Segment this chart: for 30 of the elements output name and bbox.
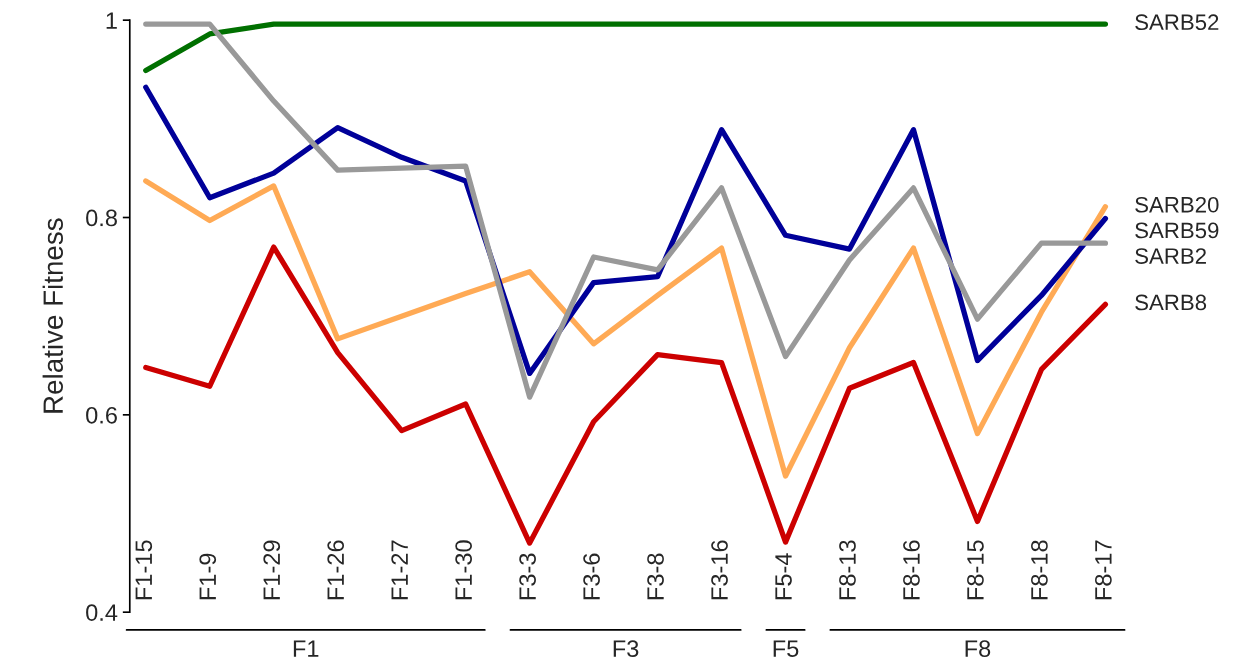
x-tick-label: F8-18 bbox=[1031, 540, 1048, 600]
series-label: SARB59 bbox=[1135, 222, 1219, 239]
y-tick-label: 1 bbox=[106, 12, 117, 29]
x-tick-label: F8-16 bbox=[903, 540, 920, 600]
x-tick-label: F1-30 bbox=[455, 540, 472, 600]
y-tick-label: 0.6 bbox=[86, 406, 117, 424]
x-tick-label: F5-4 bbox=[775, 553, 792, 600]
x-tick-label: F1-27 bbox=[391, 540, 408, 600]
text: F8 bbox=[965, 640, 991, 658]
x-tick-label: F8-13 bbox=[839, 540, 856, 600]
series-label: SARB8 bbox=[1135, 294, 1207, 311]
x-tick-label: F1-26 bbox=[327, 540, 345, 600]
x-tick-label: F3-8 bbox=[647, 553, 664, 600]
text: F5 bbox=[773, 640, 799, 658]
x-tick-label: F8-15 bbox=[967, 540, 984, 600]
x-tick-label: F1-15 bbox=[135, 540, 153, 600]
series-label: SARB2 bbox=[1135, 248, 1206, 264]
y-tick-label: 0.4 bbox=[86, 604, 118, 621]
x-tick-label: F1-29 bbox=[263, 540, 281, 600]
x-tick-label: F3-6 bbox=[583, 553, 600, 600]
x-tick-label: F1-9 bbox=[199, 553, 217, 600]
text: F1 bbox=[293, 640, 319, 657]
series-label: SARB20 bbox=[1135, 196, 1219, 213]
y-tick-label: 0.8 bbox=[86, 209, 117, 227]
x-tick-label: F8-17 bbox=[1095, 540, 1112, 600]
series-label: SARB52 bbox=[1135, 14, 1219, 31]
text: F3 bbox=[613, 640, 639, 658]
y-axis-title: Relative Fitness bbox=[42, 218, 63, 413]
x-tick-label: F3-16 bbox=[711, 540, 728, 600]
x-tick-label: F3-3 bbox=[519, 553, 536, 600]
